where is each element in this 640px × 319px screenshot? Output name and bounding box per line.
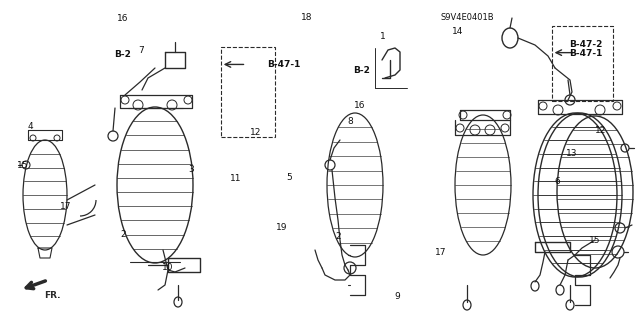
Text: 6: 6 [554, 177, 559, 186]
Text: 12: 12 [595, 126, 606, 135]
Text: 17: 17 [435, 248, 446, 256]
Text: 13: 13 [566, 149, 577, 158]
Text: 1: 1 [380, 32, 385, 41]
Text: 17: 17 [60, 202, 71, 211]
Text: 2: 2 [335, 232, 340, 241]
Bar [552, 26, 613, 101]
Text: 11: 11 [230, 174, 241, 183]
Text: 18: 18 [301, 13, 313, 22]
Text: B-47-2: B-47-2 [569, 40, 602, 48]
Text: 10: 10 [162, 263, 173, 272]
Text: 19: 19 [276, 223, 287, 232]
Text: 15: 15 [17, 161, 28, 170]
Text: 3: 3 [188, 165, 193, 174]
Text: 2: 2 [120, 230, 125, 239]
Text: B-47-1: B-47-1 [569, 49, 602, 58]
Text: 8: 8 [348, 117, 353, 126]
Bar [221, 47, 275, 137]
Text: S9V4E0401B: S9V4E0401B [440, 13, 494, 22]
Text: 4: 4 [28, 122, 33, 130]
Text: B-2: B-2 [115, 50, 131, 59]
Text: B-47-1: B-47-1 [267, 60, 300, 69]
Text: 7: 7 [138, 46, 143, 55]
Text: 15: 15 [589, 236, 601, 245]
Text: FR.: FR. [44, 291, 60, 300]
Text: B-2: B-2 [353, 66, 370, 75]
Text: 14: 14 [452, 27, 463, 36]
Text: 5: 5 [287, 173, 292, 182]
Text: 16: 16 [117, 14, 129, 23]
Text: 12: 12 [250, 128, 262, 137]
Text: 9: 9 [394, 292, 399, 300]
Text: 16: 16 [354, 101, 365, 110]
